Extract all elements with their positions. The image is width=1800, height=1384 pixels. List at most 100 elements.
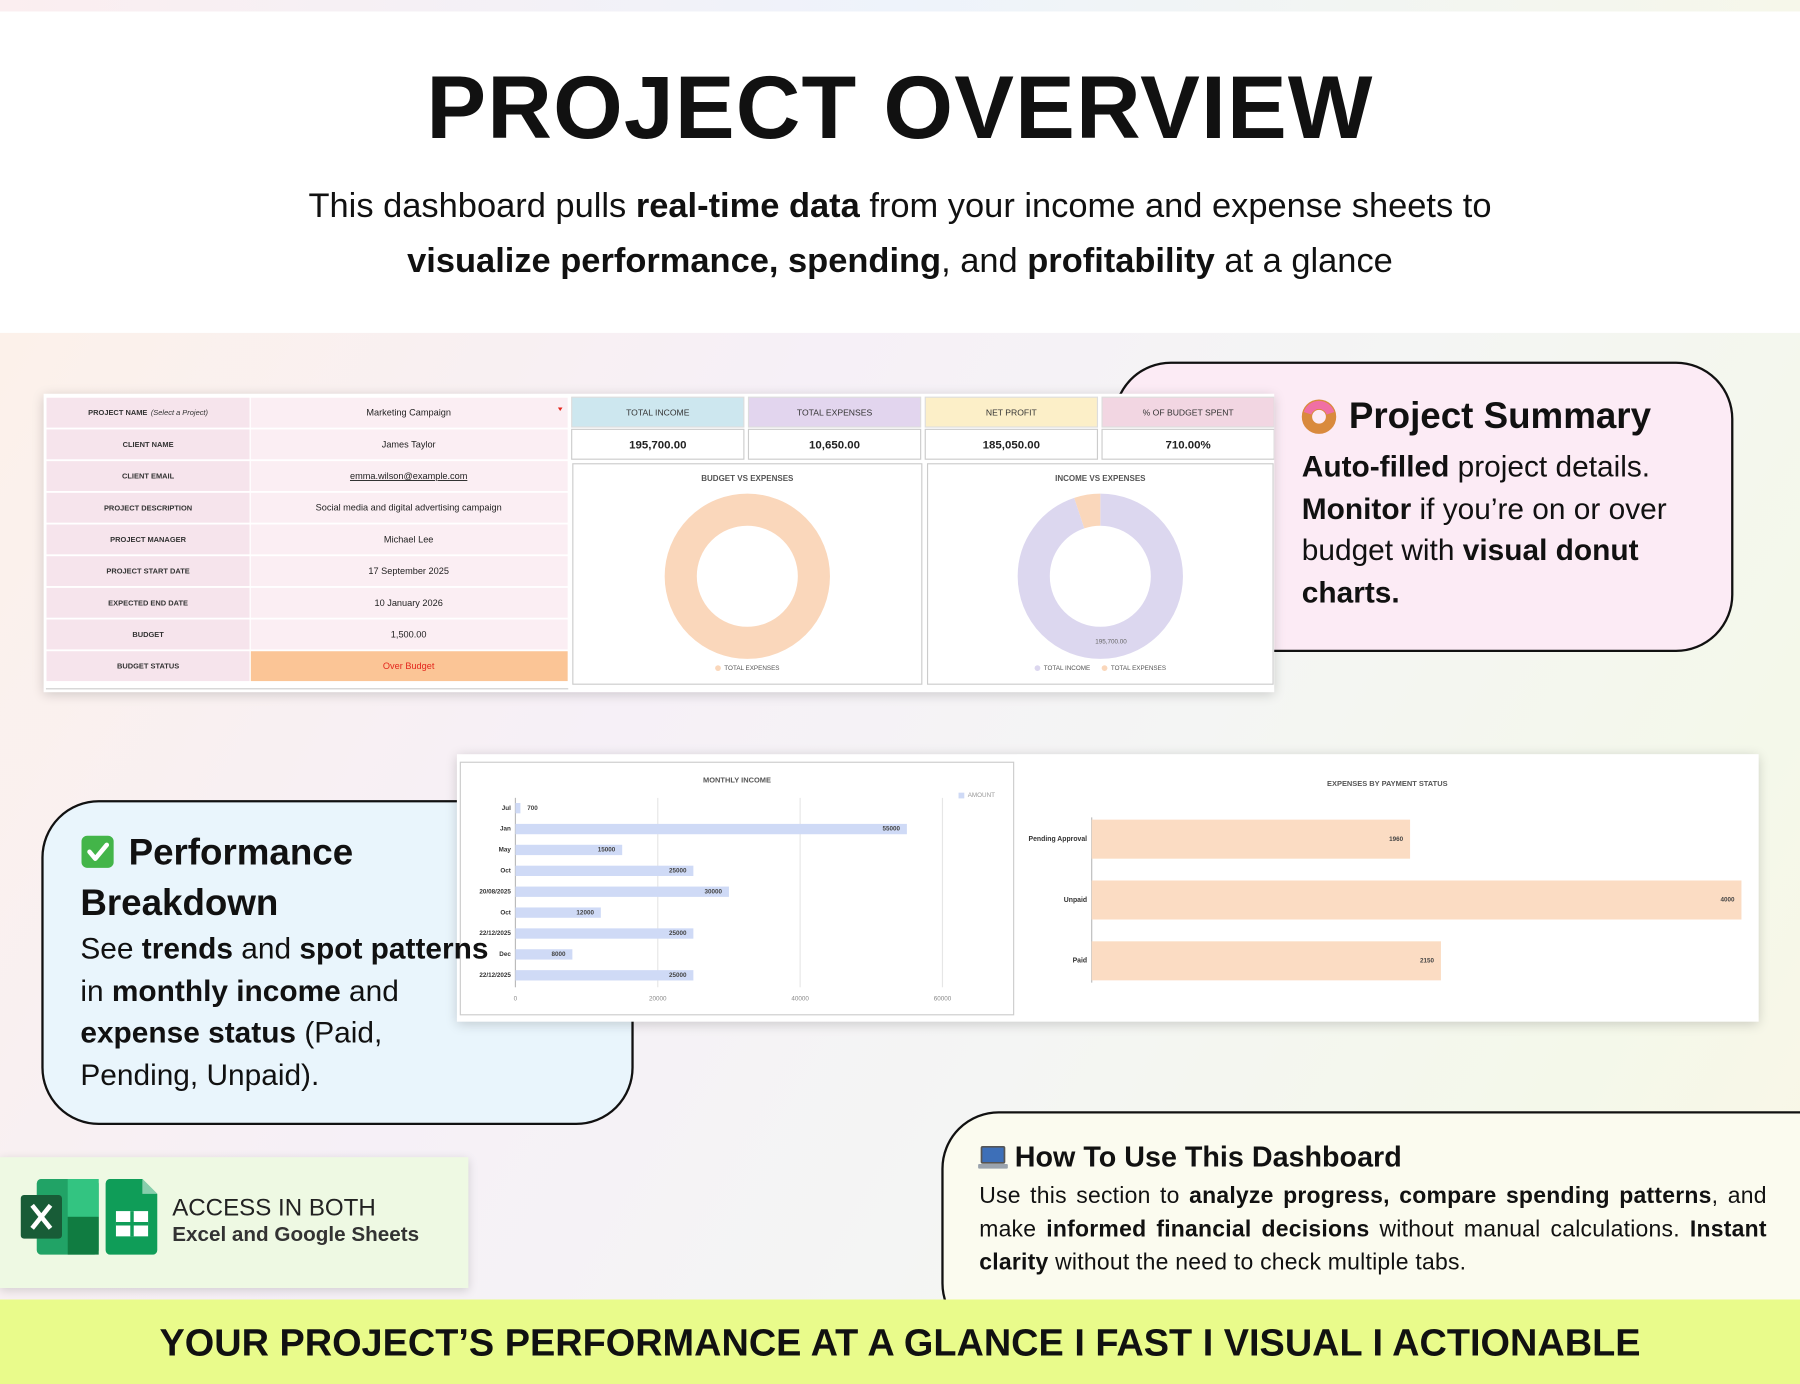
data-label: 25000	[669, 868, 687, 875]
access-apps: Excel and Google Sheets	[172, 1222, 420, 1246]
y-tick-label: Oct	[500, 868, 511, 875]
label-cell	[45, 396, 251, 429]
dropdown-arrow	[557, 407, 563, 411]
y-tick-label: Oct	[500, 909, 511, 916]
bar	[515, 865, 694, 877]
x-tick-label: 20000	[649, 995, 667, 1002]
summary-text: Auto-filled project details. Monitor if …	[1302, 445, 1729, 614]
kpi-label: TOTAL INCOME	[626, 408, 690, 418]
detail-label: EXPECTED END DATE	[108, 598, 188, 607]
text-run: See	[80, 930, 142, 966]
data-label: 55000	[882, 826, 900, 833]
data-label: 25000	[669, 930, 687, 937]
detail-value: 1,500.00	[391, 629, 427, 639]
access-label: ACCESS IN BOTH	[172, 1195, 376, 1222]
kpi-value: 710.00%	[1165, 439, 1210, 451]
label-cell	[45, 428, 251, 461]
chart-title: BUDGET VS EXPENSES	[701, 474, 794, 483]
legend-swatch	[1034, 665, 1041, 671]
y-tick-label: Jul	[502, 805, 511, 812]
data-label: 1960	[1389, 836, 1404, 843]
summary-title: Project Summary	[1348, 394, 1652, 437]
x-tick-label: 60000	[934, 995, 952, 1002]
y-tick-label: Dec	[499, 951, 511, 958]
detail-label: PROJECT START DATE	[106, 567, 189, 576]
data-label: 12000	[576, 909, 594, 916]
detail-hint: (Select a Project)	[151, 408, 209, 417]
detail-label: BUDGET	[132, 630, 164, 639]
how-to-text: Use this section to analyze progress, co…	[979, 1180, 1766, 1280]
text-run: at a glance	[1214, 242, 1393, 281]
excel-icon	[67, 1216, 99, 1255]
text-run: spot patterns	[299, 930, 489, 966]
kpi-value: 185,050.00	[983, 439, 1040, 451]
bar	[1091, 941, 1441, 981]
kpi-value: 195,700.00	[629, 439, 686, 451]
kpi-value-cell	[747, 428, 922, 460]
kpi-value: 10,650.00	[809, 439, 860, 451]
text-run: profitability	[1027, 242, 1215, 281]
detail-label-text: BUDGET STATUS	[117, 662, 179, 671]
legend-swatch	[958, 792, 965, 799]
performance-text: See trends and spot patterns in monthly …	[80, 928, 496, 1097]
detail-label-text: CLIENT EMAIL	[122, 472, 175, 481]
bar	[515, 886, 729, 897]
detail-label: BUDGET STATUS	[117, 662, 179, 671]
performance-title: Performance Breakdown	[80, 831, 354, 923]
legend-swatch	[715, 665, 721, 671]
label-cell	[45, 523, 251, 556]
data-label: 8000	[551, 951, 566, 958]
label-cell	[45, 459, 251, 493]
icon-part	[980, 1145, 1006, 1164]
icon-part	[1313, 410, 1325, 422]
text-run: (Paid, Pending, Unpaid).	[80, 1015, 383, 1092]
label-cell	[45, 555, 251, 588]
legend-label: TOTAL INCOME	[1044, 665, 1090, 672]
detail-label: CLIENT EMAIL	[122, 472, 175, 481]
legend: TOTAL EXPENSES	[715, 665, 780, 672]
y-tick-label: 22/12/2025	[479, 972, 511, 979]
text-run: , and	[941, 242, 1028, 281]
legend-label: TOTAL EXPENSES	[1111, 665, 1166, 672]
kpi-label: NET PROFIT	[986, 408, 1038, 418]
data-label: 15000	[598, 847, 616, 854]
text-run: trends	[141, 930, 233, 966]
y-tick-label: Paid	[1073, 958, 1088, 965]
icon-part	[978, 1163, 1008, 1169]
text-run: from your income and expense sheets to	[859, 187, 1492, 225]
text-run: without the need to check multiple tabs.	[1048, 1250, 1467, 1276]
text-run: real-time data	[635, 187, 860, 225]
data-label: 30000	[705, 888, 723, 895]
y-tick-label: 20/08/2025	[479, 888, 511, 895]
text-run: and	[232, 930, 300, 966]
bar	[515, 907, 601, 918]
label-cell	[45, 586, 251, 619]
performance-heading: Performance Breakdown	[80, 827, 424, 928]
value-cell	[249, 459, 569, 493]
text-run: Use this section to	[979, 1183, 1190, 1209]
text-run: visualize performance, spending	[407, 242, 942, 281]
chart-title: INCOME VS EXPENSES	[1055, 474, 1146, 483]
value-cell	[249, 523, 569, 556]
text-run: informed financial decisions	[1046, 1216, 1370, 1243]
y-tick-label: 22/12/2025	[479, 930, 511, 937]
charts-screenshot: MONTHLY INCOME 0 20000 40000 60000 AMOUNT Jul 7…	[456, 754, 1759, 1022]
detail-value: Over Budget	[383, 661, 435, 671]
detail-label-text: CLIENT NAME	[123, 440, 174, 449]
detail-label: PROJECT DESCRIPTION	[104, 503, 192, 512]
text-run: without manual calculations.	[1369, 1216, 1690, 1243]
icon-part	[1303, 400, 1335, 415]
detail-label-text: EXPECTED END DATE	[108, 598, 188, 607]
sheets-icon	[142, 1178, 158, 1194]
value-cell	[249, 618, 569, 651]
detail-value: 10 January 2026	[375, 598, 443, 608]
y-tick-label: Pending Approval	[1029, 836, 1088, 843]
detail-value: Michael Lee	[384, 534, 433, 544]
bar	[1091, 880, 1742, 920]
x-tick-label: 40000	[791, 995, 809, 1002]
detail-value: emma.wilson@example.com	[350, 471, 468, 481]
text-run: expense status	[80, 1015, 297, 1050]
icon-part	[87, 842, 110, 861]
detail-label: PROJECT MANAGER	[110, 535, 186, 544]
